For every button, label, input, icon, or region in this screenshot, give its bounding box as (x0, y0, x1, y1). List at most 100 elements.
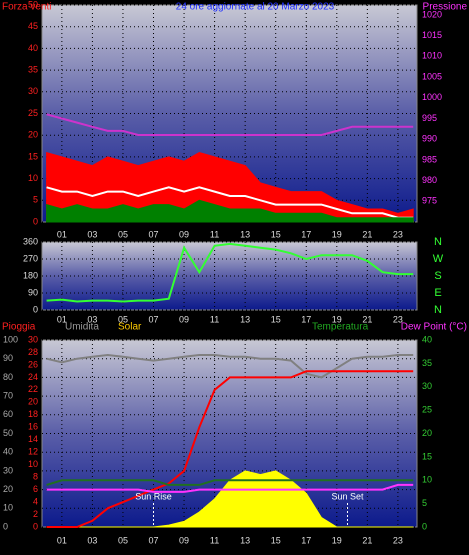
y3-tick-label: 10 (28, 459, 38, 469)
y2-tick-label: 1010 (422, 51, 442, 61)
x-tick-label: 01 (57, 314, 67, 324)
y3-tick-label: 26 (28, 359, 38, 369)
y2-tick-label: 990 (422, 134, 437, 144)
y2-tick-label: 5 (422, 498, 427, 508)
annotation: Sun Set (331, 491, 364, 501)
x-tick-label: 07 (148, 229, 158, 239)
y3-tick-label: 30 (28, 334, 38, 344)
legend-label: Dew Point (°C) (401, 322, 467, 333)
y3-tick-label: 6 (33, 484, 38, 494)
y-tick-label: 35 (28, 64, 38, 74)
y-tick-label: 45 (28, 21, 38, 31)
y-tick-label: 80 (3, 372, 13, 382)
x-tick-label: 11 (210, 314, 219, 324)
y3-tick-label: 28 (28, 347, 38, 357)
x-tick-label: 01 (57, 229, 67, 239)
direction-label: N (434, 304, 442, 316)
x-tick-label: 03 (87, 229, 97, 239)
x-tick-label: 17 (301, 229, 311, 239)
y3-tick-label: 22 (28, 384, 38, 394)
y2-tick-label: 975 (422, 196, 437, 206)
y2-tick-label: 20 (422, 428, 432, 438)
y-tick-label: 30 (3, 465, 13, 475)
y3-tick-label: 8 (33, 472, 38, 482)
y-tick-label: 5 (33, 195, 38, 205)
legend-label: Umidita (65, 322, 99, 333)
y3-tick-label: 0 (33, 521, 38, 531)
y3-tick-label: 18 (28, 409, 38, 419)
series-line (46, 370, 414, 528)
y3-tick-label: 12 (28, 447, 38, 457)
x-tick-label: 21 (362, 229, 372, 239)
x-tick-label: 15 (271, 229, 281, 239)
y3-tick-label: 24 (28, 372, 38, 382)
direction-label: S (434, 270, 441, 282)
series-line (46, 483, 414, 493)
y-tick-label: 100 (3, 334, 18, 344)
y2-tick-label: 0 (422, 521, 427, 531)
chart-title: 24 ore aggiornate al 20 Marzo 2023 (176, 2, 335, 13)
y-tick-label: 15 (28, 151, 38, 161)
x-tick-label: 09 (179, 229, 189, 239)
y3-tick-label: 14 (28, 434, 38, 444)
y-tick-label: 0 (33, 216, 38, 226)
x-tick-label: 17 (301, 314, 311, 324)
x-tick-label: 23 (393, 229, 403, 239)
x-tick-label: 23 (393, 535, 403, 545)
x-tick-label: 11 (210, 229, 219, 239)
y2-tick-label: 1020 (422, 9, 442, 19)
y2-tick-label: 980 (422, 175, 437, 185)
y2-tick-label: 35 (422, 358, 432, 368)
x-tick-label: 05 (118, 314, 128, 324)
y2-tick-label: 1005 (422, 71, 442, 81)
x-tick-label: 19 (332, 535, 342, 545)
x-tick-label: 19 (332, 314, 342, 324)
x-tick-label: 09 (179, 314, 189, 324)
y2-tick-label: 15 (422, 451, 432, 461)
y-axis-label: Forza venti (2, 2, 51, 13)
y-tick-label: 0 (3, 521, 8, 531)
y2-tick-label: 30 (422, 381, 432, 391)
x-tick-label: 15 (271, 535, 281, 545)
direction-label: N (434, 236, 442, 248)
y2-tick-label: 1000 (422, 92, 442, 102)
y-tick-label: 10 (3, 503, 13, 513)
x-tick-label: 09 (179, 535, 189, 545)
x-tick-label: 05 (118, 229, 128, 239)
series-line (46, 186, 414, 219)
x-tick-label: 03 (87, 314, 97, 324)
series-line (46, 242, 414, 303)
y-tick-label: 50 (28, 0, 38, 9)
x-tick-label: 13 (240, 314, 250, 324)
x-tick-label: 03 (87, 535, 97, 545)
x-tick-label: 01 (57, 535, 67, 545)
x-tick-label: 07 (148, 535, 158, 545)
series-line (46, 479, 414, 486)
y3-tick-label: 16 (28, 422, 38, 432)
legend-label: Solar (118, 322, 142, 333)
series-line (46, 470, 414, 528)
y-tick-label: 25 (28, 108, 38, 118)
y-tick-label: 70 (3, 390, 13, 400)
y-tick-label: 270 (23, 253, 38, 263)
y2-tick-label: 995 (422, 113, 437, 123)
x-tick-label: 13 (240, 229, 250, 239)
x-tick-label: 11 (210, 535, 219, 545)
x-tick-label: 15 (271, 314, 281, 324)
y-tick-label: 0 (33, 304, 38, 314)
y2-tick-label: 10 (422, 475, 432, 485)
legend-label: Temperatura (312, 322, 369, 333)
y3-tick-label: 2 (33, 509, 38, 519)
y-tick-label: 360 (23, 236, 38, 246)
y2-tick-label: 40 (422, 334, 432, 344)
x-tick-label: 23 (393, 314, 403, 324)
y-tick-label: 90 (28, 287, 38, 297)
direction-label: E (434, 287, 441, 299)
x-tick-label: 17 (301, 535, 311, 545)
y-tick-label: 10 (28, 173, 38, 183)
x-tick-label: 05 (118, 535, 128, 545)
y-tick-label: 180 (23, 270, 38, 280)
x-tick-label: 19 (332, 229, 342, 239)
y-tick-label: 20 (28, 130, 38, 140)
y-tick-label: 30 (28, 86, 38, 96)
